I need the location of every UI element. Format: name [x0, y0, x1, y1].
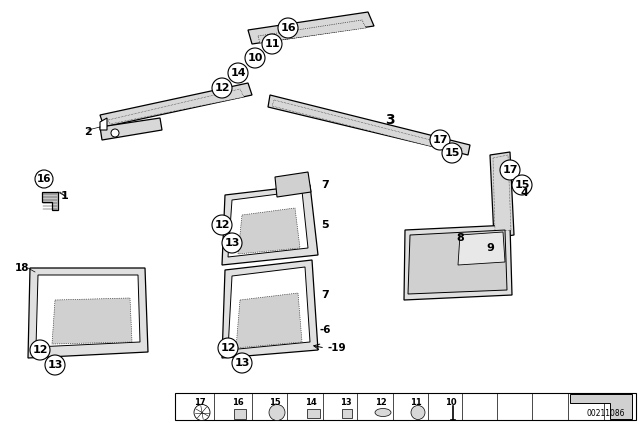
Text: 17: 17	[432, 135, 448, 145]
Text: 13: 13	[340, 398, 351, 407]
Circle shape	[194, 405, 210, 421]
Polygon shape	[248, 12, 374, 44]
Text: 12: 12	[214, 83, 230, 93]
Polygon shape	[222, 185, 318, 265]
Text: 13: 13	[224, 238, 240, 248]
Ellipse shape	[375, 409, 391, 417]
Circle shape	[228, 63, 248, 83]
Text: 7: 7	[321, 290, 329, 300]
Text: -19: -19	[328, 343, 347, 353]
Text: 12: 12	[220, 343, 236, 353]
Text: 18: 18	[15, 263, 29, 273]
Polygon shape	[272, 100, 462, 154]
Text: 12: 12	[32, 345, 48, 355]
Polygon shape	[228, 191, 308, 257]
Polygon shape	[275, 172, 311, 197]
Polygon shape	[42, 192, 58, 210]
Text: 11: 11	[264, 39, 280, 49]
Text: 5: 5	[321, 220, 329, 230]
Circle shape	[269, 405, 285, 421]
Bar	[175, 393, 636, 420]
Polygon shape	[100, 118, 162, 140]
Text: 00211086: 00211086	[586, 409, 625, 418]
Circle shape	[442, 143, 462, 163]
Circle shape	[262, 34, 282, 54]
Circle shape	[278, 18, 298, 38]
Text: 17: 17	[502, 165, 518, 175]
Text: 11: 11	[410, 398, 422, 407]
Bar	[307, 409, 320, 418]
Circle shape	[111, 129, 119, 137]
Circle shape	[411, 405, 425, 419]
Circle shape	[512, 175, 532, 195]
Text: 17: 17	[194, 398, 205, 407]
Polygon shape	[493, 155, 511, 232]
Text: 16: 16	[36, 174, 51, 184]
Polygon shape	[108, 89, 244, 124]
Circle shape	[500, 160, 520, 180]
Polygon shape	[490, 152, 514, 238]
Circle shape	[212, 215, 232, 235]
Polygon shape	[268, 95, 470, 155]
Text: 9: 9	[486, 243, 494, 253]
Text: 15: 15	[444, 148, 460, 158]
Text: 1: 1	[61, 191, 69, 201]
Text: 3: 3	[385, 113, 395, 127]
Circle shape	[45, 355, 65, 375]
Polygon shape	[28, 268, 148, 358]
Polygon shape	[100, 118, 107, 130]
Circle shape	[218, 338, 238, 358]
Polygon shape	[404, 225, 512, 300]
Polygon shape	[238, 208, 300, 254]
Text: 10: 10	[247, 53, 262, 63]
Polygon shape	[570, 394, 632, 419]
Polygon shape	[258, 20, 366, 43]
Circle shape	[430, 130, 450, 150]
Polygon shape	[36, 275, 140, 347]
Polygon shape	[222, 260, 318, 358]
Text: 14: 14	[230, 68, 246, 78]
Circle shape	[35, 170, 53, 188]
Polygon shape	[100, 83, 252, 127]
Polygon shape	[236, 293, 302, 348]
Text: 13: 13	[47, 360, 63, 370]
Polygon shape	[52, 298, 132, 344]
Text: -6: -6	[319, 325, 331, 335]
Polygon shape	[458, 232, 505, 265]
Text: 16: 16	[232, 398, 244, 407]
Text: 16: 16	[280, 23, 296, 33]
Text: 14: 14	[305, 398, 317, 407]
Polygon shape	[408, 230, 507, 294]
Bar	[342, 409, 352, 418]
Text: 13: 13	[234, 358, 250, 368]
Text: 4: 4	[520, 188, 528, 198]
Text: 15: 15	[269, 398, 281, 407]
Circle shape	[212, 78, 232, 98]
Text: 12: 12	[214, 220, 230, 230]
Text: 10: 10	[445, 398, 456, 407]
Text: 7: 7	[321, 180, 329, 190]
Text: 12: 12	[375, 398, 387, 407]
Circle shape	[232, 353, 252, 373]
Text: 2: 2	[84, 127, 92, 137]
Text: 8: 8	[456, 233, 464, 243]
Circle shape	[245, 48, 265, 68]
Polygon shape	[228, 267, 310, 350]
Bar	[234, 409, 246, 418]
Circle shape	[30, 340, 50, 360]
Circle shape	[222, 233, 242, 253]
Text: 15: 15	[515, 180, 530, 190]
